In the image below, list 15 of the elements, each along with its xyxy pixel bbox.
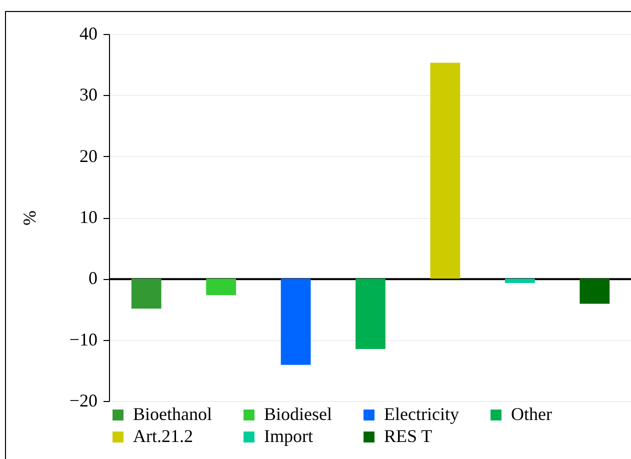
legend-label: Other <box>511 404 552 424</box>
y-tick-label: 40 <box>80 24 98 44</box>
y-tick-label: 10 <box>80 207 98 227</box>
legend-label: Biodiesel <box>264 404 332 424</box>
y-tick-label: −10 <box>69 329 98 350</box>
legend-label: RES T <box>384 426 432 446</box>
y-tick-label: 20 <box>80 146 98 166</box>
y-tick-label: 30 <box>80 84 98 105</box>
legend-label: Electricity <box>384 404 459 424</box>
legend-label: Bioethanol <box>133 404 212 424</box>
legend-label: Art.21.2 <box>133 426 193 446</box>
y-tick-label: 0 <box>88 268 98 288</box>
legend-label: Import <box>264 426 313 446</box>
y-tick-label: −20 <box>69 390 98 410</box>
y-axis-title: % <box>19 210 40 226</box>
